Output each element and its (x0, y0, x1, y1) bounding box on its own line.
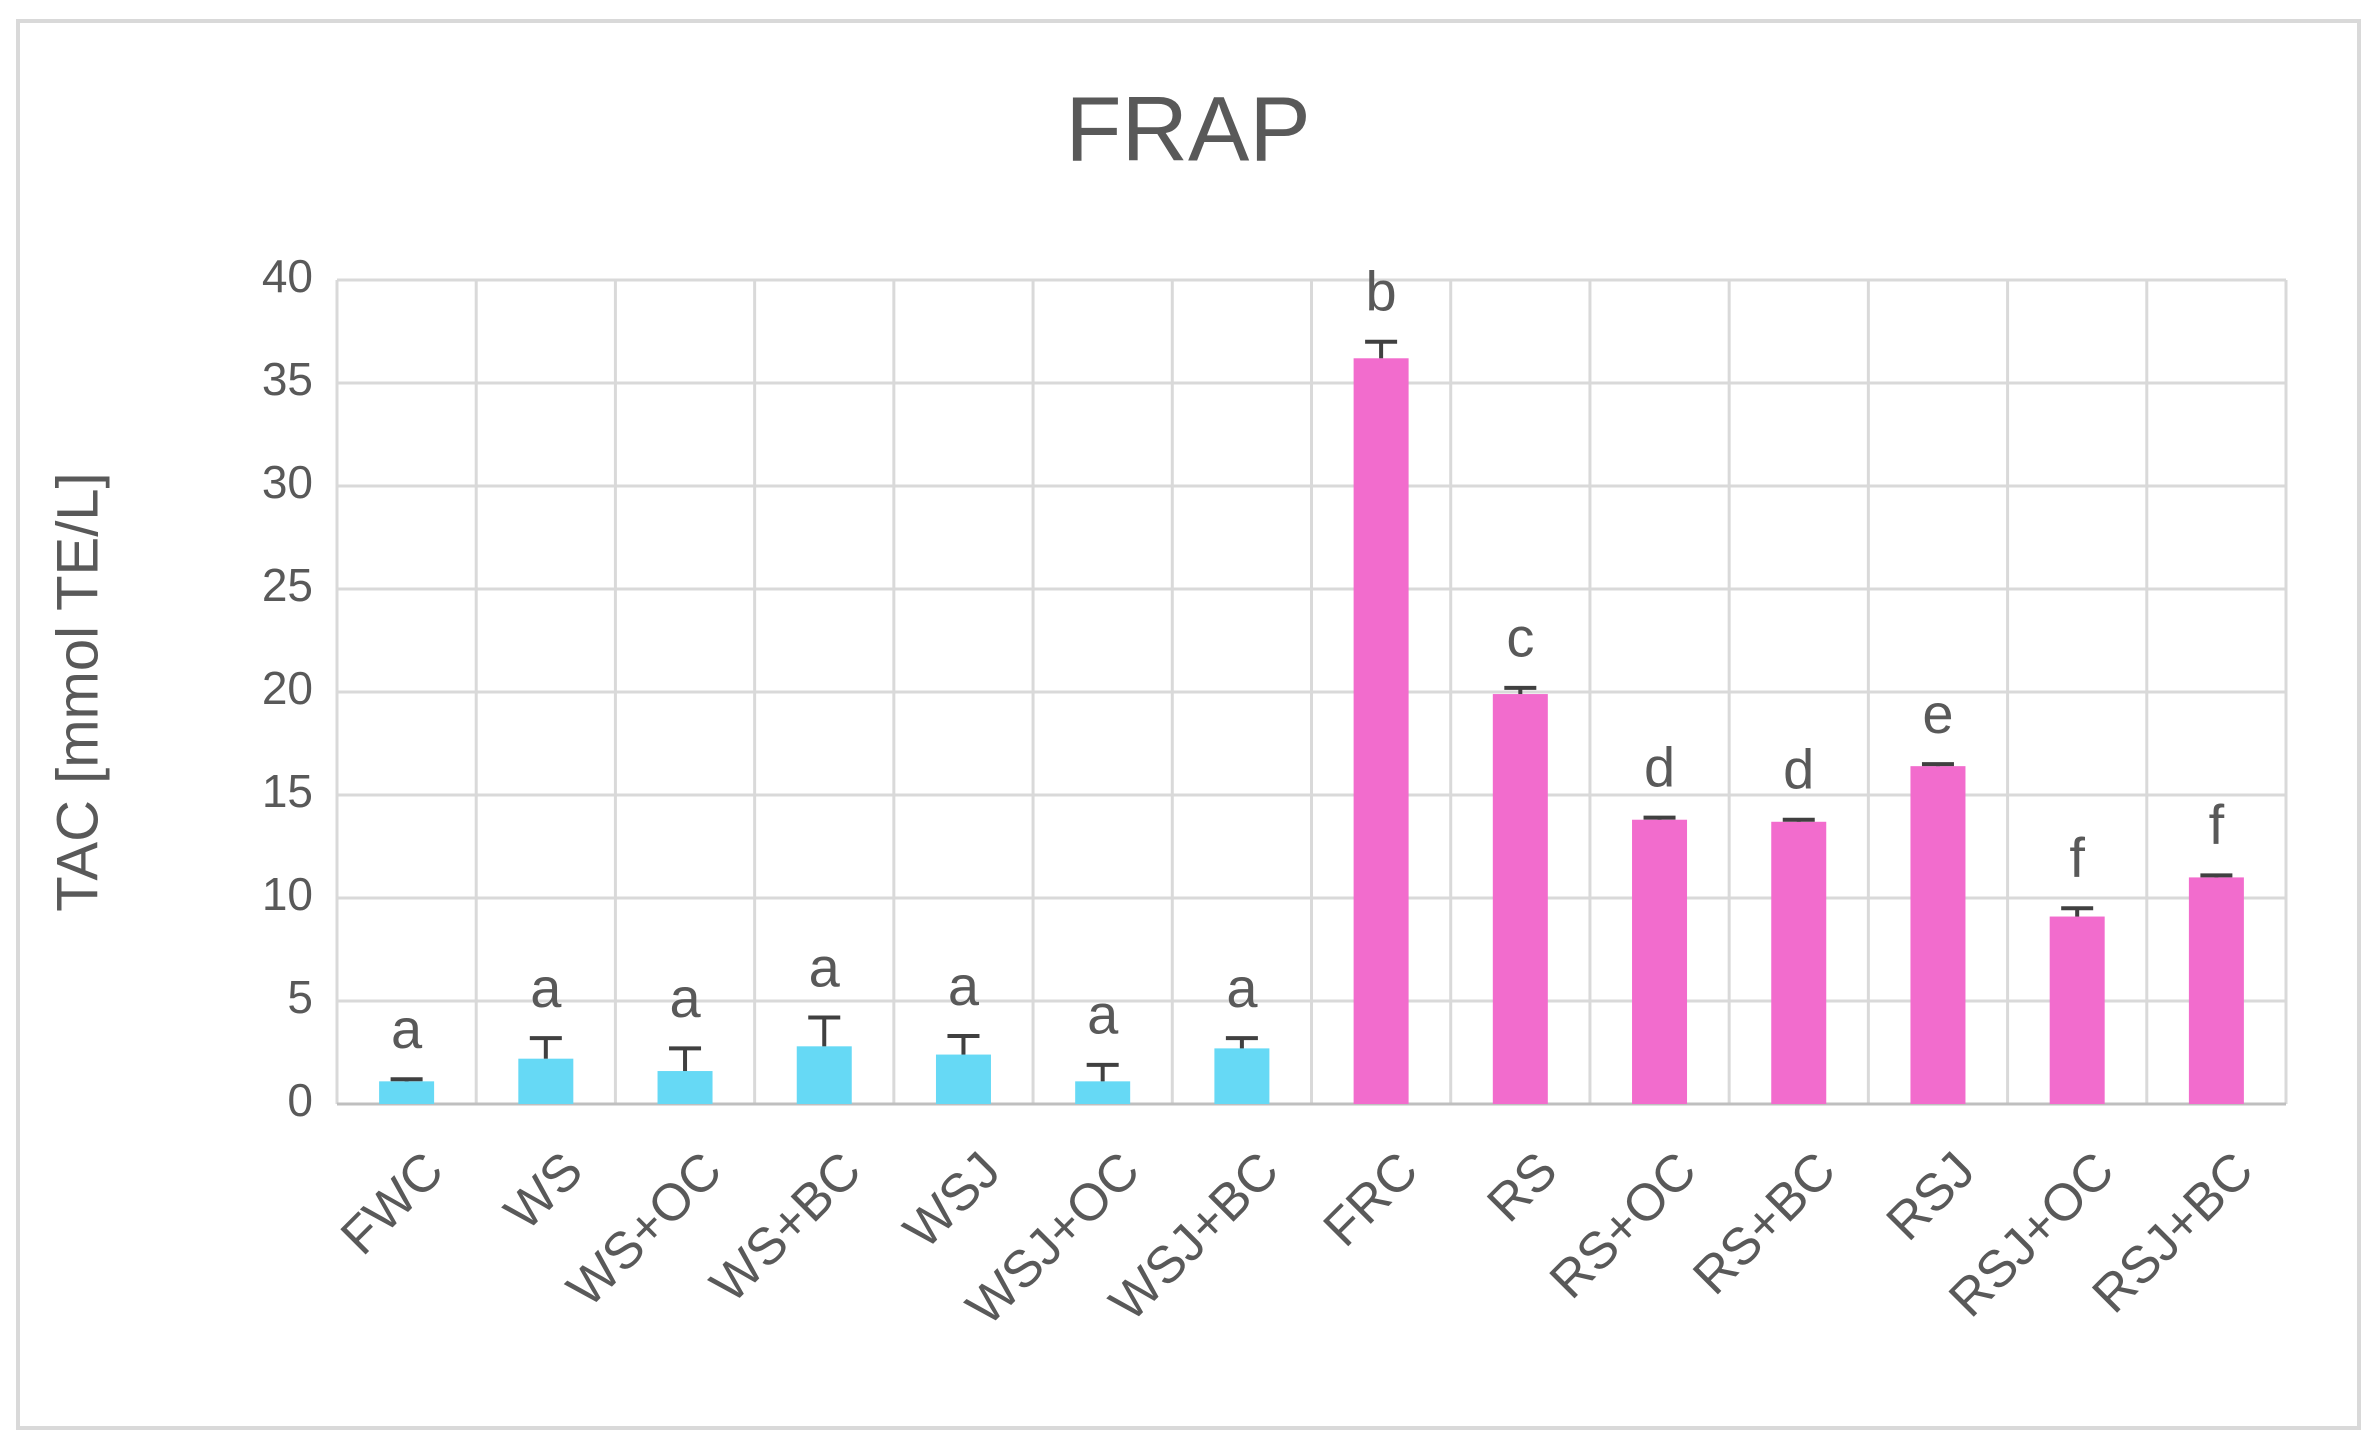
significance-letter: c (1506, 606, 1534, 669)
significance-letter: a (809, 935, 841, 998)
chart-title: FRAP (1065, 78, 1310, 180)
bar (1214, 1048, 1270, 1104)
bar (657, 1071, 713, 1104)
bar (796, 1046, 852, 1104)
y-tick-label: 20 (262, 662, 313, 714)
significance-letter: b (1366, 260, 1397, 323)
significance-letter: a (391, 997, 423, 1060)
significance-letter: a (530, 956, 562, 1019)
significance-letter: d (1783, 738, 1814, 801)
significance-letter: f (2209, 793, 2225, 856)
y-tick-label: 25 (262, 559, 313, 611)
significance-letter: a (1226, 956, 1258, 1019)
bar (1910, 766, 1966, 1104)
significance-letter: d (1644, 735, 1675, 798)
bar (518, 1058, 574, 1104)
chart-frame (16, 19, 2361, 1430)
y-tick-label: 10 (262, 868, 313, 920)
bar (935, 1054, 991, 1104)
bar (1492, 694, 1548, 1104)
y-tick-label: 40 (262, 250, 313, 302)
y-tick-label: 30 (262, 456, 313, 508)
bar (1353, 358, 1409, 1104)
significance-letter: a (1087, 983, 1119, 1046)
y-tick-label: 15 (262, 765, 313, 817)
bar (379, 1081, 435, 1104)
y-axis-label: TAC [mmol TE/L] (45, 472, 110, 911)
significance-letter: a (948, 954, 980, 1017)
significance-letter: e (1922, 682, 1953, 745)
significance-letter: a (669, 966, 701, 1029)
bar (2188, 877, 2244, 1104)
significance-letter: f (2069, 826, 2085, 889)
bar (1771, 821, 1827, 1104)
bar (2049, 916, 2105, 1104)
bar (1075, 1081, 1131, 1104)
y-tick-label: 0 (287, 1074, 313, 1126)
y-tick-label: 35 (262, 353, 313, 405)
bar (1632, 819, 1688, 1104)
y-tick-label: 5 (287, 971, 313, 1023)
